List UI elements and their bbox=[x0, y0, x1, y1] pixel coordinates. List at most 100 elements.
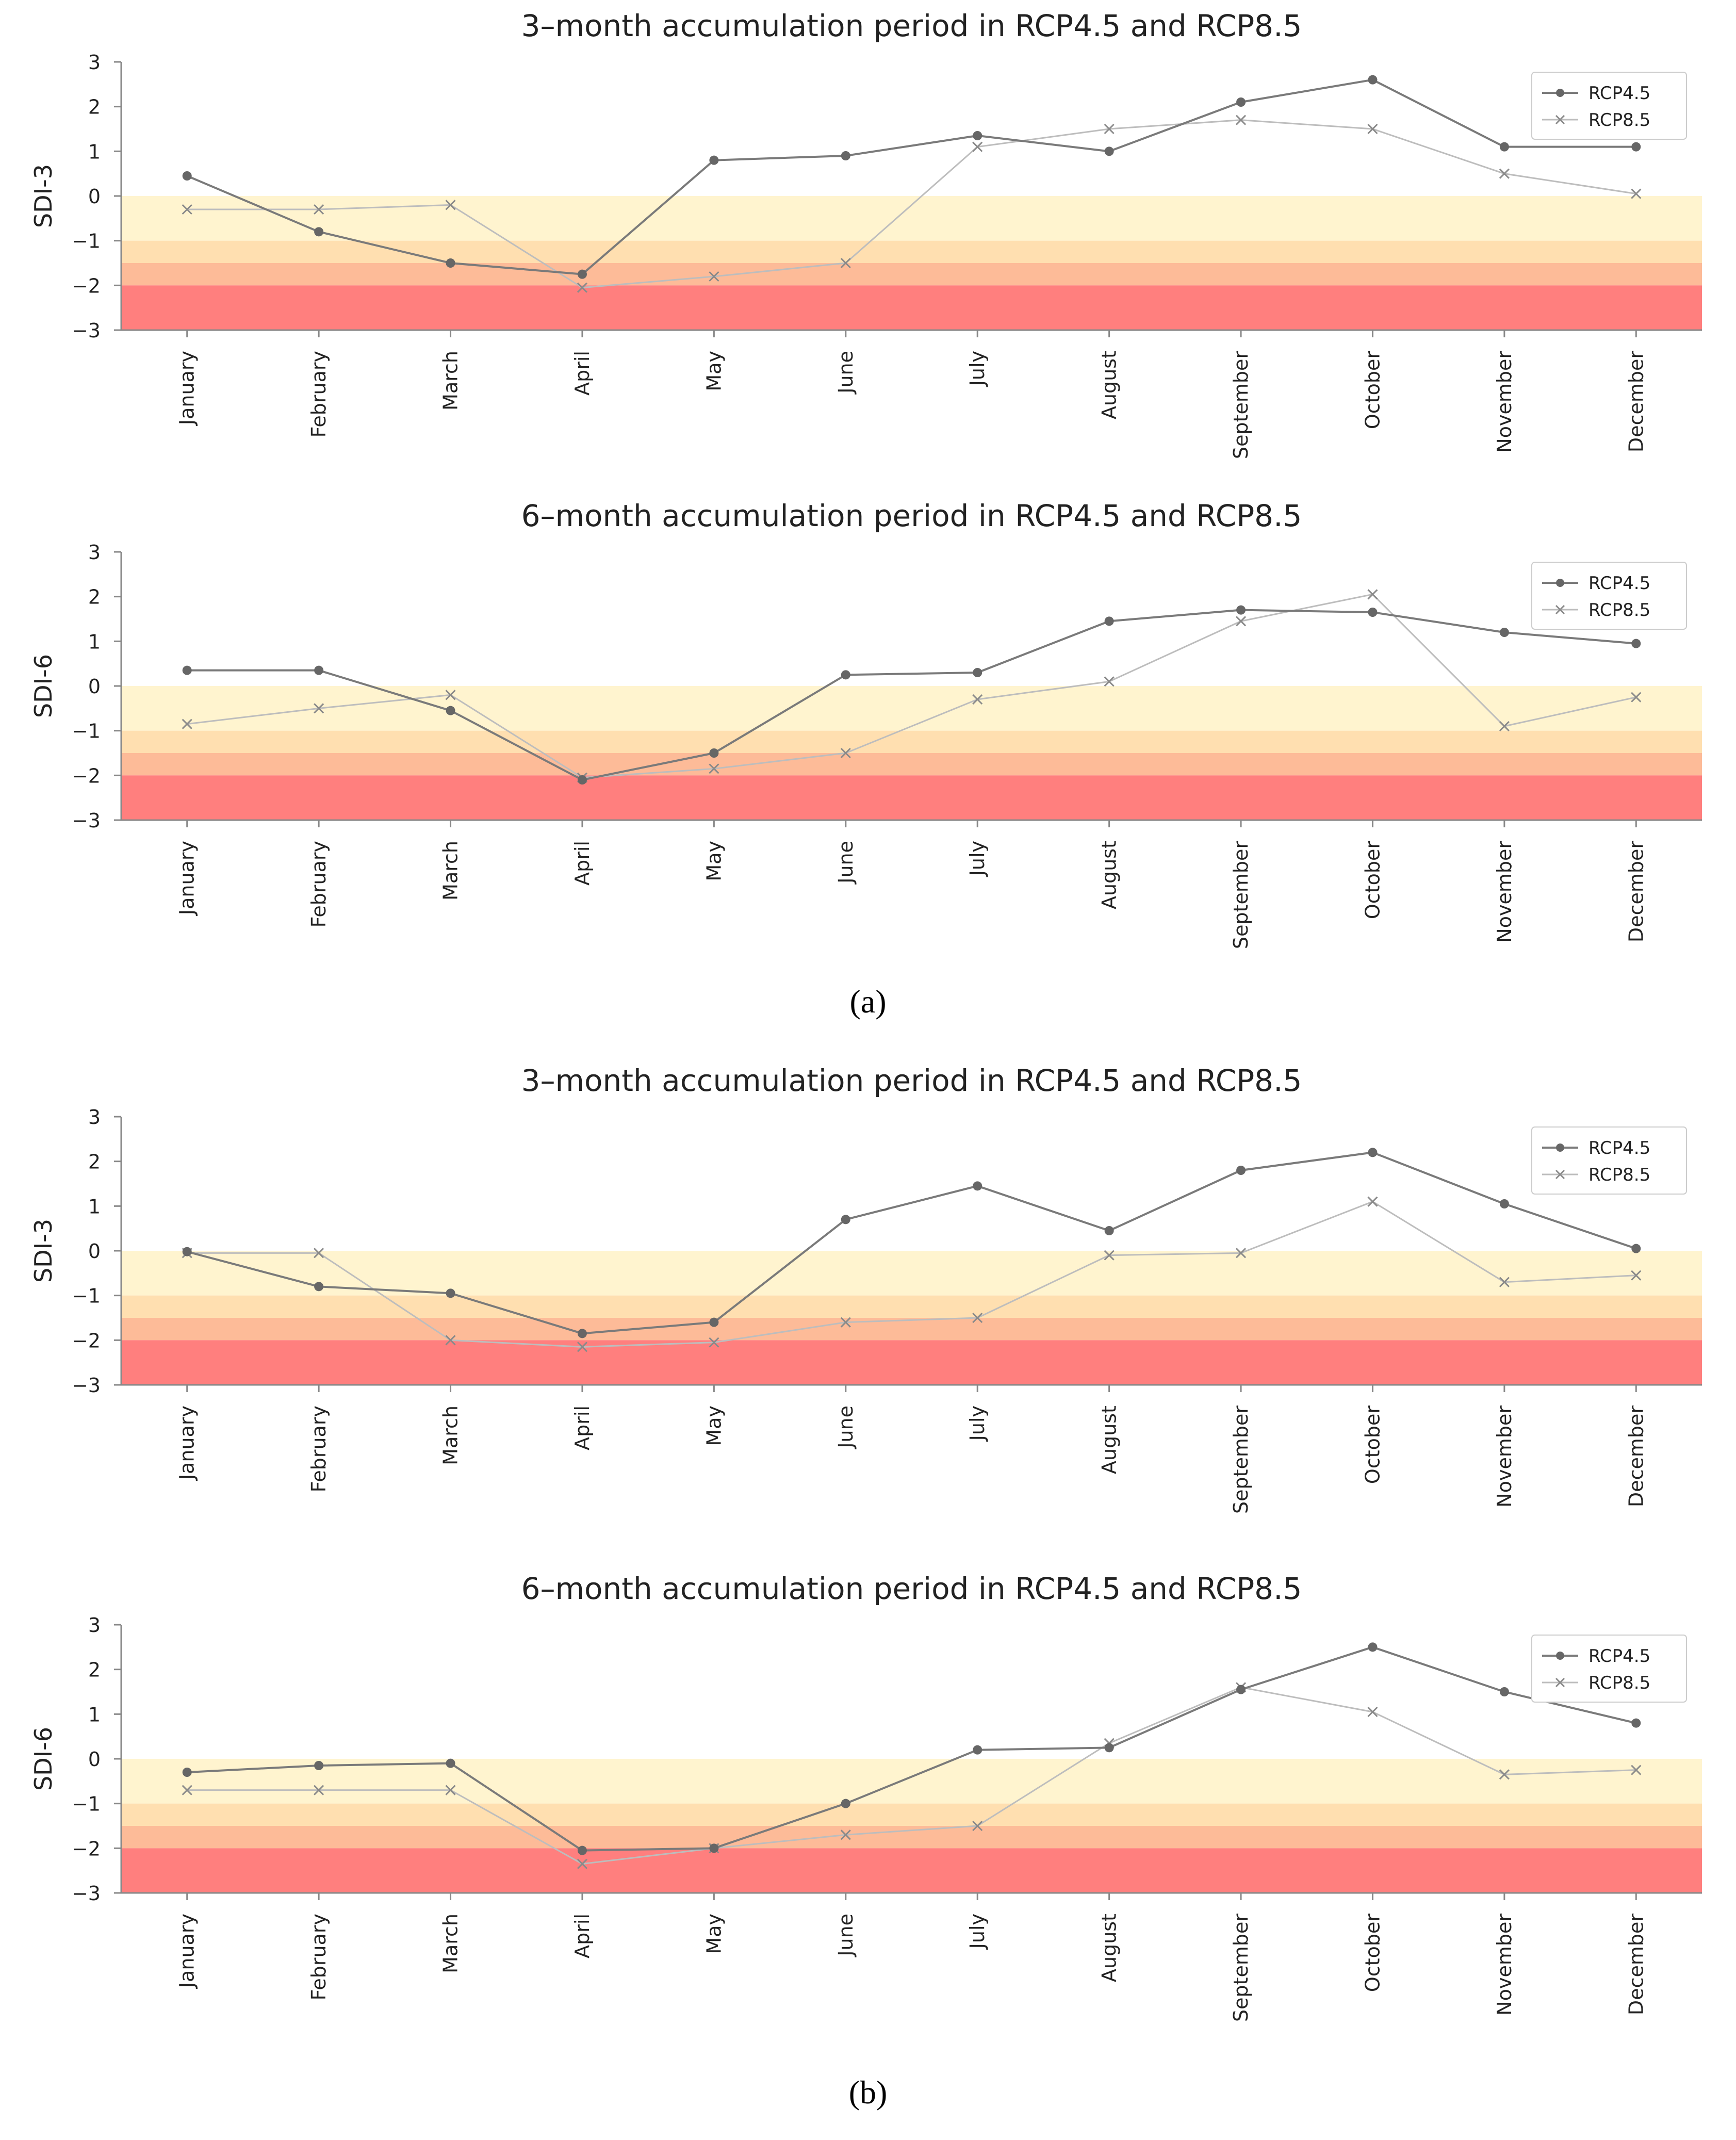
data-point-rcp45 bbox=[1104, 1743, 1114, 1753]
data-point-rcp85 bbox=[840, 257, 851, 269]
drought-band bbox=[121, 1340, 1702, 1385]
x-tick-label: October bbox=[1361, 1406, 1384, 1484]
legend-marker-x bbox=[1555, 115, 1565, 125]
data-point-rcp85 bbox=[182, 718, 192, 729]
data-point-rcp45 bbox=[446, 1758, 455, 1768]
y-axis-label: SDI-3 bbox=[29, 1219, 57, 1283]
legend-marker-circle bbox=[1556, 579, 1564, 587]
series-line-rcp45 bbox=[186, 78, 1636, 275]
data-point-rcp45 bbox=[1236, 1685, 1246, 1694]
data-point-rcp85 bbox=[1631, 692, 1642, 703]
data-point-rcp45 bbox=[446, 258, 455, 268]
y-tick-label: −2 bbox=[72, 1329, 101, 1352]
legend-label: RCP8.5 bbox=[1588, 1673, 1650, 1693]
data-point-rcp45 bbox=[1499, 142, 1509, 152]
x-tick-label: March bbox=[439, 841, 462, 901]
chart-title: 6–month accumulation period in RCP4.5 an… bbox=[521, 1571, 1302, 1606]
data-point-rcp45 bbox=[1104, 616, 1114, 626]
legend-box bbox=[1531, 562, 1687, 630]
x-tick-label: May bbox=[702, 1406, 725, 1446]
data-point-rcp45 bbox=[709, 155, 719, 165]
x-tick-label: March bbox=[439, 351, 462, 411]
x-tick-label: March bbox=[439, 1914, 462, 1973]
data-point-rcp45 bbox=[973, 131, 982, 140]
legend-box bbox=[1531, 72, 1687, 140]
legend-box bbox=[1531, 1635, 1687, 1703]
y-tick-label: 0 bbox=[88, 1748, 101, 1771]
data-point-rcp45 bbox=[1236, 1166, 1246, 1175]
legend-label: RCP8.5 bbox=[1588, 110, 1650, 130]
data-point-rcp45 bbox=[1368, 1642, 1378, 1652]
data-point-rcp85 bbox=[314, 204, 324, 215]
data-point-rcp85 bbox=[1631, 1765, 1642, 1775]
data-point-rcp85 bbox=[972, 141, 983, 152]
data-point-rcp85 bbox=[1235, 616, 1247, 627]
y-tick-label: −3 bbox=[72, 1374, 101, 1397]
drought-band bbox=[121, 1803, 1702, 1826]
data-point-rcp45 bbox=[577, 1329, 587, 1338]
data-point-rcp85 bbox=[577, 1342, 588, 1352]
legend-label: RCP4.5 bbox=[1588, 573, 1650, 594]
chart-b-sdi6: 6–month accumulation period in RCP4.5 an… bbox=[29, 1571, 1702, 2022]
chart-a-sdi3: 3–month accumulation period in RCP4.5 an… bbox=[29, 8, 1702, 459]
y-tick-label: 2 bbox=[88, 1151, 101, 1173]
data-point-rcp85 bbox=[1235, 1248, 1247, 1259]
x-tick-label: May bbox=[702, 841, 725, 881]
x-tick-label: December bbox=[1625, 1914, 1647, 2015]
data-point-rcp45 bbox=[709, 748, 719, 758]
legend-label: RCP8.5 bbox=[1588, 1165, 1650, 1185]
series-line-rcp85 bbox=[187, 1201, 1636, 1348]
data-point-rcp85 bbox=[1631, 1270, 1642, 1281]
x-tick-label: February bbox=[307, 1406, 330, 1492]
chart-title: 3–month accumulation period in RCP4.5 an… bbox=[521, 8, 1302, 43]
x-tick-label: December bbox=[1625, 841, 1647, 942]
data-point-rcp85 bbox=[1367, 1196, 1378, 1207]
legend-marker-x bbox=[1555, 1169, 1565, 1180]
x-tick-label: June bbox=[834, 351, 857, 395]
drought-band bbox=[121, 285, 1702, 330]
drought-band bbox=[121, 263, 1702, 286]
y-tick-label: 3 bbox=[88, 541, 101, 564]
y-tick-label: −1 bbox=[72, 1793, 101, 1816]
data-point-rcp45 bbox=[1631, 142, 1641, 152]
data-point-rcp45 bbox=[314, 1761, 324, 1770]
drought-band bbox=[121, 1848, 1702, 1893]
data-point-rcp45 bbox=[1104, 146, 1114, 156]
data-point-rcp45 bbox=[1368, 1148, 1378, 1157]
x-tick-label: October bbox=[1361, 1914, 1384, 1992]
x-tick-label: July bbox=[966, 1914, 989, 1950]
legend-box bbox=[1531, 1126, 1687, 1195]
x-tick-label: August bbox=[1098, 1406, 1121, 1474]
data-point-rcp85 bbox=[182, 1785, 192, 1795]
data-point-rcp85 bbox=[709, 763, 719, 774]
data-point-rcp85 bbox=[445, 1335, 456, 1346]
legend-label: RCP4.5 bbox=[1588, 1646, 1650, 1667]
x-tick-label: May bbox=[702, 1914, 725, 1954]
data-point-rcp45 bbox=[841, 1799, 850, 1808]
data-point-rcp85 bbox=[972, 694, 983, 705]
y-tick-label: −3 bbox=[72, 809, 101, 832]
x-tick-label: August bbox=[1098, 351, 1121, 419]
y-tick-label: 2 bbox=[88, 1659, 101, 1681]
legend-label: RCP8.5 bbox=[1588, 600, 1650, 620]
drought-band bbox=[121, 1318, 1702, 1341]
legend-marker-circle bbox=[1556, 1143, 1564, 1152]
x-tick-label: October bbox=[1361, 841, 1384, 919]
data-point-rcp85 bbox=[577, 1858, 588, 1869]
chart-b-sdi3: 3–month accumulation period in RCP4.5 an… bbox=[29, 1063, 1702, 1514]
x-tick-label: August bbox=[1098, 841, 1121, 909]
data-point-rcp45 bbox=[182, 1247, 192, 1256]
data-point-rcp85 bbox=[1367, 123, 1378, 135]
data-point-rcp45 bbox=[314, 227, 324, 237]
data-point-rcp85 bbox=[445, 200, 456, 210]
data-point-rcp45 bbox=[446, 706, 455, 715]
data-point-rcp85 bbox=[972, 1820, 983, 1832]
data-point-rcp85 bbox=[1499, 1277, 1510, 1287]
data-point-rcp85 bbox=[840, 1829, 851, 1840]
y-tick-label: −1 bbox=[72, 230, 101, 253]
y-tick-label: 0 bbox=[88, 1240, 101, 1263]
data-point-rcp85 bbox=[182, 204, 192, 215]
x-tick-label: October bbox=[1361, 351, 1384, 429]
data-point-rcp85 bbox=[1104, 1250, 1115, 1261]
x-tick-label: April bbox=[571, 1406, 594, 1450]
